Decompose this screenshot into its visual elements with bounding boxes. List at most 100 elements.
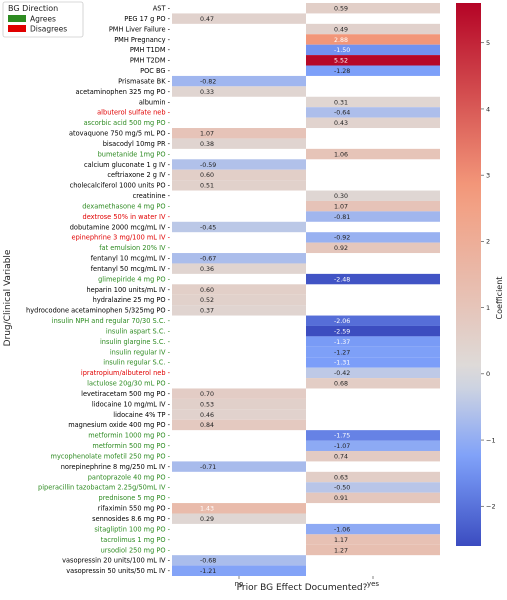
heatmap-cell <box>306 325 440 337</box>
heatmap-cell <box>306 65 440 76</box>
cell-value-label: 0.30 <box>334 193 348 200</box>
cell-value-label: 0.46 <box>200 412 214 419</box>
heatmap-cell <box>306 492 440 504</box>
heatmap-cell <box>306 23 440 35</box>
heatmap-cells: 0.59 0.47 0.49 2.88 -1.50 5.52 -1.28 -0.82 0.33 0… <box>172 3 440 576</box>
heatmap-cell <box>306 148 440 160</box>
cell-value-label: 0.84 <box>200 422 214 429</box>
cell-value-label: 0.36 <box>200 266 214 273</box>
row-label: tacrolimus 1 mg PO - <box>101 536 171 544</box>
colorbar-label: Coefficient <box>495 277 504 320</box>
row-label: dexamethasone 4 mg PO - <box>82 202 170 210</box>
row-label: prednisone 5 mg PO - <box>99 494 171 502</box>
row-label: creatinine - <box>133 192 171 200</box>
heatmap-cell <box>306 273 440 285</box>
row-label: heparin 100 units/mL IV - <box>86 286 170 294</box>
row-label: vasopressin 50 units/50 mL IV - <box>66 567 170 575</box>
row-label: fat emulsion 20% IV - <box>99 244 170 252</box>
heatmap-cell <box>172 419 306 431</box>
heatmap-cell <box>306 3 440 14</box>
cell-value-label: 5.52 <box>334 58 348 65</box>
cell-value-label: 0.91 <box>334 495 348 502</box>
heatmap-cell <box>306 346 440 358</box>
row-label: sennosides 8.6 mg PO - <box>92 515 170 523</box>
cell-value-label: -1.50 <box>334 47 350 54</box>
heatmap-cell <box>306 107 440 118</box>
row-label: magnesium oxide 400 mg PO - <box>68 421 170 429</box>
cell-value-label: -2.06 <box>334 318 350 325</box>
row-label: rifaximin 550 mg PO - <box>98 505 171 513</box>
heatmap-cell <box>172 294 306 306</box>
row-label: bisacodyl 10mg PR - <box>103 140 171 148</box>
cell-value-label: -1.07 <box>334 443 350 450</box>
row-label: PMH Pregnancy - <box>114 36 170 44</box>
heatmap-cell <box>172 513 306 524</box>
legend-label-agrees: Agrees <box>30 15 56 24</box>
row-label: metformin 1000 mg PO - <box>88 432 170 440</box>
heatmap-cell <box>306 190 440 201</box>
heatmap-cell <box>172 180 306 191</box>
colorbar-tick-label: −2 <box>486 503 496 511</box>
heatmap-cell <box>172 565 306 576</box>
cell-value-label: 0.74 <box>334 453 348 460</box>
cell-value-label: -1.28 <box>334 68 350 75</box>
row-label: albuterol sulfate neb - <box>97 109 170 117</box>
cell-value-label: -0.92 <box>334 235 350 242</box>
cell-value-label: -0.50 <box>334 485 350 492</box>
row-label: bumetanide 1mg PO - <box>98 150 171 158</box>
heatmap-cell <box>172 409 306 420</box>
heatmap-cell <box>306 482 440 493</box>
row-label: POC BG - <box>140 67 170 75</box>
legend-label-disagrees: Disagrees <box>30 25 67 34</box>
heatmap-cell <box>172 284 306 295</box>
cell-value-label: 0.29 <box>200 516 214 523</box>
heatmap-cell <box>306 336 440 347</box>
row-label: dextrose 50% in water IV - <box>83 213 171 221</box>
cell-value-label: 0.60 <box>200 287 214 294</box>
row-label: lidocaine 4% TP - <box>113 411 170 419</box>
heatmap-cell <box>172 503 306 514</box>
heatmap-cell <box>172 169 306 181</box>
row-label: AST - <box>153 5 171 13</box>
heatmap-cell <box>172 128 306 139</box>
cell-value-label: -0.59 <box>200 162 216 169</box>
x-axis-label: Prior BG Effect Documented? <box>237 583 368 593</box>
cell-value-label: -1.06 <box>334 526 350 533</box>
legend-swatch-agrees <box>8 15 26 22</box>
heatmap-cell <box>306 367 440 379</box>
row-label: lidocaine 10 mg/mL IV - <box>92 400 171 408</box>
row-label: fentanyl 10 mcg/mL IV - <box>91 255 171 263</box>
row-label: insulin regular S.C. - <box>103 359 170 367</box>
cell-value-label: 0.31 <box>334 99 348 106</box>
cell-value-label: -1.31 <box>334 360 350 367</box>
cell-value-label: 0.51 <box>200 183 214 190</box>
heatmap-cell <box>172 221 306 233</box>
heatmap-cell <box>306 200 440 212</box>
cell-value-label: 1.27 <box>334 547 348 554</box>
cell-value-label: -2.48 <box>334 276 350 283</box>
row-label: glimepiride 4 mg PO - <box>98 275 170 283</box>
row-label: hydralazine 25 mg PO - <box>93 296 171 304</box>
heatmap-cell <box>306 471 440 483</box>
heatmap-cell <box>172 138 306 149</box>
row-label: pantoprazole 40 mg PO - <box>88 473 171 481</box>
cell-value-label: -1.75 <box>334 433 350 440</box>
heatmap-cell <box>306 55 440 66</box>
row-label: epinephrine 3 mg/100 mL IV - <box>72 234 171 242</box>
row-label: PMH Liver Failure - <box>109 25 171 33</box>
cell-value-label: 1.07 <box>334 203 348 210</box>
heatmap-cell <box>172 13 306 24</box>
cell-value-label: -1.37 <box>334 339 350 346</box>
heatmap-cell <box>306 378 440 389</box>
column-label: no <box>235 580 244 588</box>
heatmap-cell <box>306 96 440 108</box>
cell-value-label: 0.47 <box>200 16 214 23</box>
row-label: lactulose 20g/30 mL PO - <box>87 380 170 388</box>
cell-value-label: -2.59 <box>334 328 350 335</box>
legend-title: BG Direction <box>8 4 58 13</box>
cell-value-label: 0.63 <box>334 474 348 481</box>
heatmap-cell <box>172 461 306 472</box>
heatmap-cell <box>306 534 440 545</box>
cell-value-label: 1.43 <box>200 506 214 513</box>
